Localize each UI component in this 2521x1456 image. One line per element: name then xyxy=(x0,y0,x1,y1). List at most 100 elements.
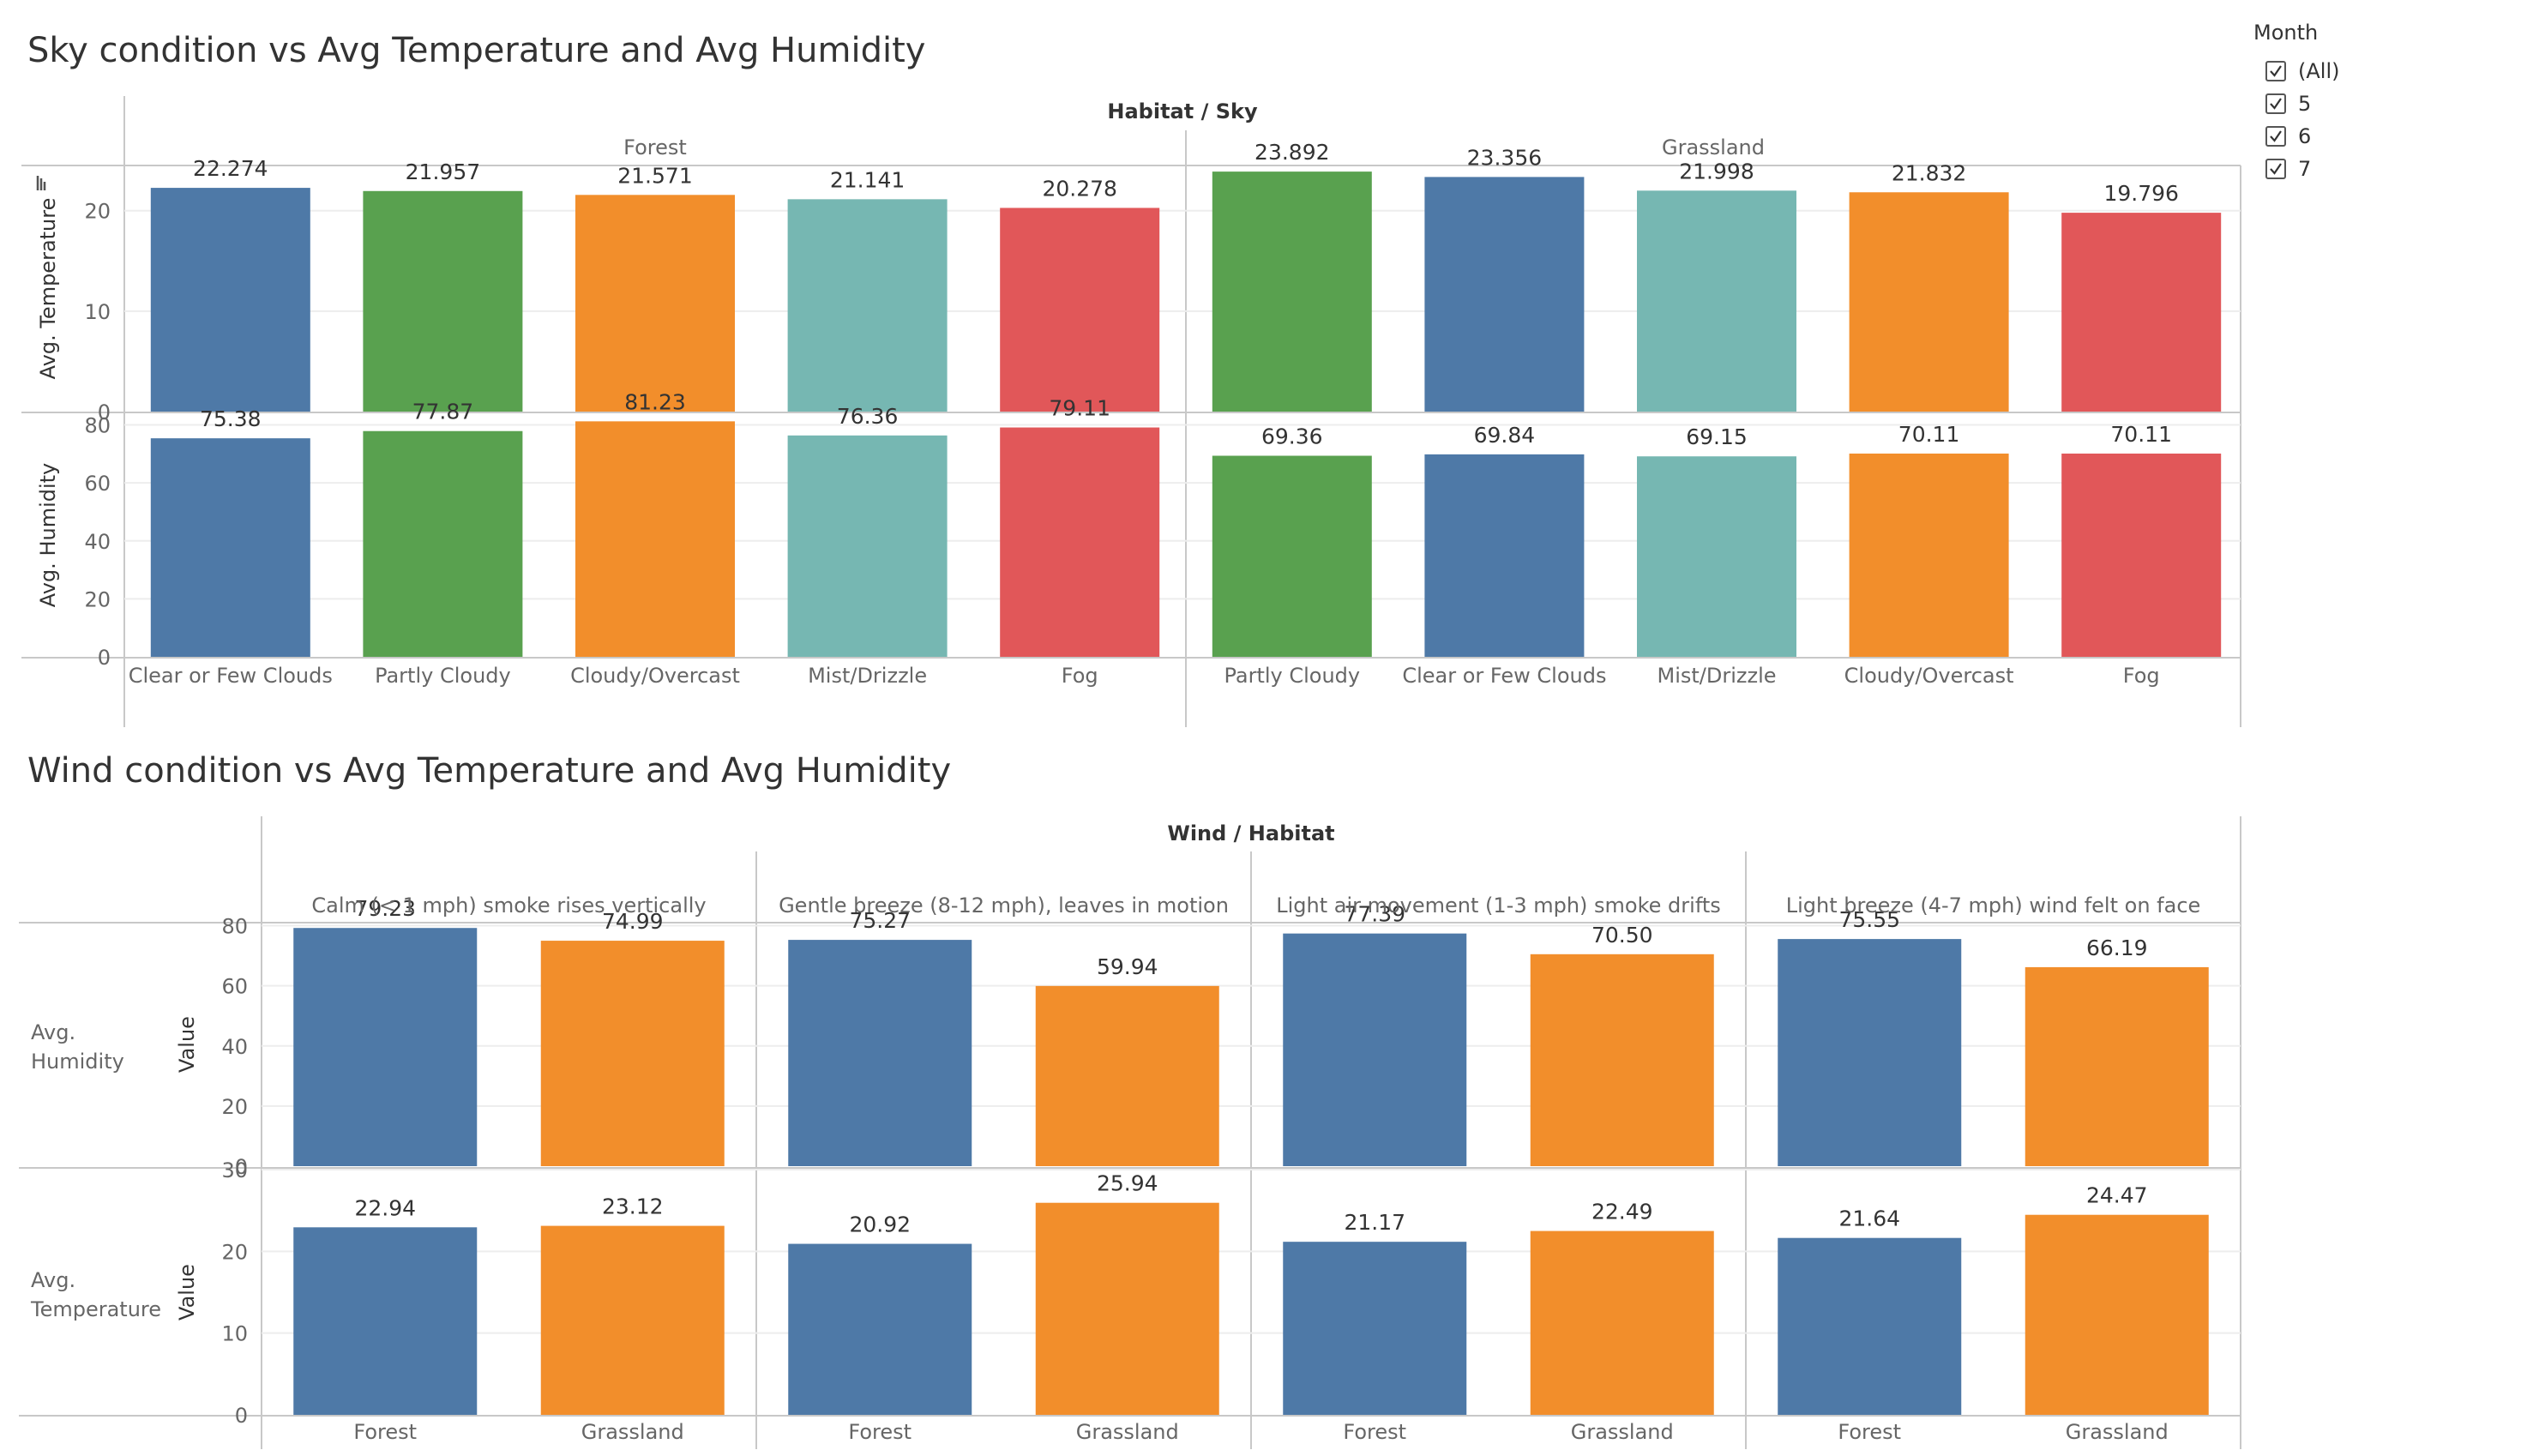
chart2-data-label: 59.94 xyxy=(1097,954,1158,979)
chart1-bar xyxy=(1000,208,1160,412)
checkbox-checked-icon[interactable] xyxy=(2265,93,2286,114)
chart1-data-label: 20.278 xyxy=(1042,176,1116,201)
chart2-data-label: 21.17 xyxy=(1344,1210,1405,1235)
chart2-bar xyxy=(1283,1242,1467,1415)
chart1-category-label: Fog xyxy=(1062,664,1098,688)
chart1-header: Habitat / Sky xyxy=(1107,99,1258,123)
chart1-bar xyxy=(1637,456,1796,657)
chart1-y-tick-label: 20 xyxy=(84,200,111,224)
chart2-category-label: Grassland xyxy=(2066,1420,2169,1444)
chart2-category-label: Grassland xyxy=(1571,1420,1674,1444)
chart1-bar xyxy=(363,430,523,657)
filter-option-7[interactable]: 7 xyxy=(2253,153,2339,185)
chart1-y-tick-label: 40 xyxy=(84,530,111,554)
filter-option-5[interactable]: 5 xyxy=(2253,87,2339,120)
chart1-data-label: 69.15 xyxy=(1686,424,1748,449)
chart1-data-label: 23.356 xyxy=(1467,145,1542,170)
chart2-bar xyxy=(1530,1230,1714,1415)
chart2-header: Wind / Habitat xyxy=(1167,821,1334,845)
chart1-group-label: Grassland xyxy=(1662,135,1765,159)
chart2-bar xyxy=(788,1243,972,1415)
month-filter-title: Month xyxy=(2253,21,2319,45)
chart2-row-label: Temperature xyxy=(30,1297,161,1321)
chart1-group-label: Forest xyxy=(623,135,687,159)
chart1-bar xyxy=(150,438,310,657)
chart1-data-label: 75.38 xyxy=(200,406,262,431)
chart2-data-label: 77.39 xyxy=(1344,902,1405,927)
filter-option-all[interactable]: (All) xyxy=(2253,55,2339,87)
sort-icon xyxy=(36,176,46,190)
chart1-data-label: 19.796 xyxy=(2103,181,2178,206)
chart2-bar xyxy=(1035,985,1219,1166)
chart2-data-label: 21.64 xyxy=(1838,1206,1900,1231)
chart1-y-tick-label: 20 xyxy=(84,587,111,611)
chart2-row-label: Humidity xyxy=(31,1050,124,1074)
filter-option-label: 7 xyxy=(2298,157,2312,181)
chart1-bar xyxy=(150,188,310,412)
chart1-data-label: 70.11 xyxy=(2110,422,2172,447)
chart1-data-label: 70.11 xyxy=(1898,422,1960,447)
chart1-bar xyxy=(1212,455,1372,657)
chart1-category-label: Partly Cloudy xyxy=(375,664,511,688)
chart2-bar xyxy=(1035,1202,1219,1415)
chart2-group-label: Calm (< 1 mph) smoke rises vertically xyxy=(311,893,706,918)
chart1-data-label: 23.892 xyxy=(1254,140,1329,165)
chart2-bar xyxy=(293,928,478,1166)
chart2-bar xyxy=(788,940,972,1166)
chart2-data-label: 79.23 xyxy=(354,896,416,921)
chart2-group-label: Light air movement (1-3 mph) smoke drift… xyxy=(1276,893,1721,918)
chart1-category-label: Clear or Few Clouds xyxy=(1402,664,1606,688)
chart1-category-label: Clear or Few Clouds xyxy=(129,664,333,688)
chart2-y-tick-label: 80 xyxy=(221,915,248,939)
chart1-bar xyxy=(1424,177,1585,412)
chart2-data-label: 25.94 xyxy=(1097,1171,1158,1196)
chart1-bar xyxy=(787,435,948,657)
chart2-bar xyxy=(293,1227,478,1415)
chart2-y-tick-label: 10 xyxy=(221,1322,248,1346)
checkbox-checked-icon[interactable] xyxy=(2265,61,2286,81)
chart2-data-label: 74.99 xyxy=(602,909,664,934)
chart2-bar xyxy=(1778,939,1962,1166)
chart1-bar xyxy=(2061,453,2222,657)
chart1-data-label: 79.11 xyxy=(1049,396,1110,421)
chart1-data-label: 22.274 xyxy=(193,156,268,181)
chart2-bar xyxy=(2025,966,2209,1166)
chart2-y-tick-label: 0 xyxy=(235,1155,248,1179)
chart2-data-label: 70.50 xyxy=(1591,923,1653,948)
chart2-y-tick-label: 40 xyxy=(221,1035,248,1059)
chart1-y-tick-label: 10 xyxy=(84,300,111,324)
chart1-bar xyxy=(1424,454,1585,657)
chart2-axis-title: Value xyxy=(175,1264,199,1321)
chart1-y-tick-label: 0 xyxy=(98,400,111,424)
chart2-bar xyxy=(540,941,725,1166)
filter-option-6[interactable]: 6 xyxy=(2253,120,2339,153)
checkbox-checked-icon[interactable] xyxy=(2265,159,2286,179)
chart1-row-label: Avg. Humidity xyxy=(36,463,60,608)
chart1-data-label: 21.571 xyxy=(617,163,692,188)
chart1-bar xyxy=(1849,192,2009,412)
chart2-category-label: Forest xyxy=(353,1420,417,1444)
chart2-data-label: 22.49 xyxy=(1591,1200,1653,1224)
chart1-bar xyxy=(1000,427,1160,657)
month-filter: Month (All) 5 6 7 xyxy=(2253,21,2339,185)
chart1-title: Sky condition vs Avg Temperature and Avg… xyxy=(27,31,926,70)
chart2-category-label: Forest xyxy=(1838,1420,1901,1444)
chart1-category-label: Partly Cloudy xyxy=(1224,664,1360,688)
chart2-bar xyxy=(1283,933,1467,1166)
chart2-group-label: Light breeze (4-7 mph) wind felt on face xyxy=(1786,893,2201,918)
checkbox-checked-icon[interactable] xyxy=(2265,126,2286,147)
chart2-y-tick-label: 20 xyxy=(221,1095,248,1119)
chart2-title: Wind condition vs Avg Temperature and Av… xyxy=(27,751,952,791)
chart2-category-label: Grassland xyxy=(1076,1420,1179,1444)
chart1-data-label: 21.141 xyxy=(830,167,905,192)
chart1-y-tick-label: 0 xyxy=(98,646,111,670)
chart2-row-label: Avg. xyxy=(31,1020,75,1044)
chart2-row-label: Avg. xyxy=(31,1268,75,1292)
chart1-bar xyxy=(363,190,523,412)
filter-option-label: 5 xyxy=(2298,92,2312,116)
chart1-y-tick-label: 60 xyxy=(84,472,111,496)
chart2-data-label: 66.19 xyxy=(2086,936,2148,960)
chart1-category-label: Cloudy/Overcast xyxy=(570,664,740,688)
chart2-bar xyxy=(2025,1214,2209,1415)
